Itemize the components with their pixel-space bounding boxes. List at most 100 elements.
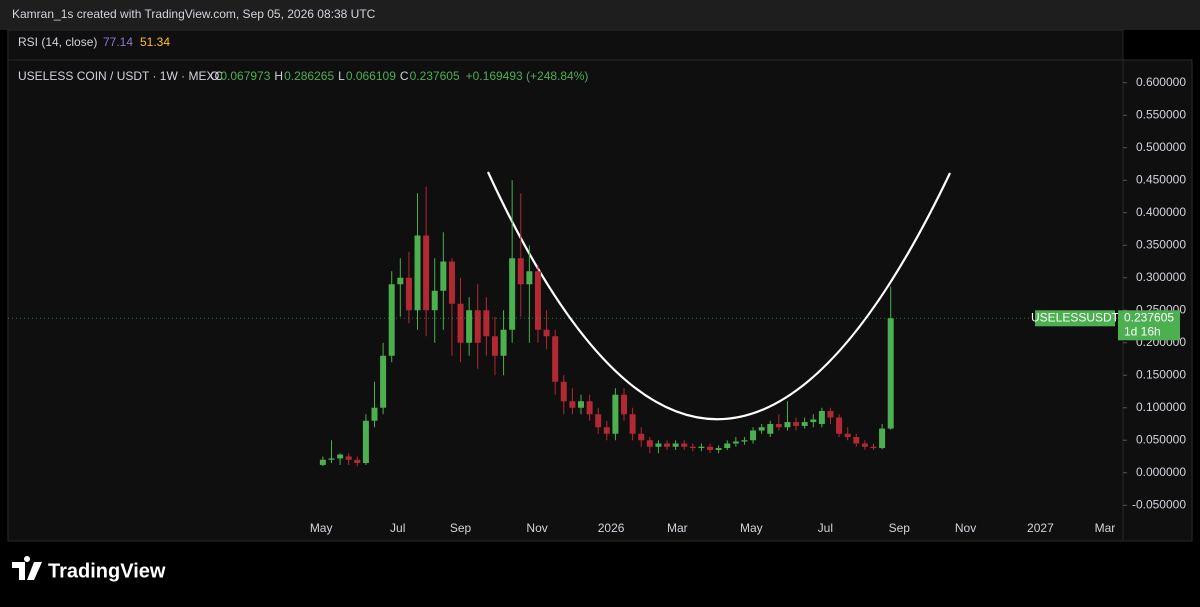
candle-body — [750, 430, 757, 441]
price-tag-text: 0.237605 — [1124, 310, 1174, 324]
candle-body — [767, 424, 774, 434]
candle-body — [801, 422, 808, 426]
y-tick-label: 0.500000 — [1136, 140, 1186, 154]
candle-body — [431, 290, 438, 311]
candle-body — [466, 310, 473, 343]
candle-body — [638, 433, 645, 441]
candle-body — [758, 427, 765, 431]
y-tick-label: 0.000000 — [1136, 465, 1186, 479]
y-tick-label: 0.550000 — [1136, 107, 1186, 121]
candle-body — [603, 427, 610, 434]
x-tick-label: Mar — [667, 521, 688, 535]
candle-body — [474, 310, 481, 343]
candle-body — [689, 446, 696, 449]
logo-icon — [12, 556, 42, 580]
y-tick-label: 0.350000 — [1136, 237, 1186, 251]
candle-body — [534, 271, 541, 330]
y-tick-label: 0.450000 — [1136, 172, 1186, 186]
x-tick-label: Sep — [889, 521, 911, 535]
candle-body — [388, 284, 395, 356]
candle-body — [491, 336, 498, 356]
ohlc-label: O — [210, 69, 219, 83]
x-tick-label: Sep — [450, 521, 472, 535]
ohlc-label: L — [338, 69, 345, 83]
candle-body — [629, 414, 636, 434]
candle-body — [517, 258, 524, 285]
candle-body — [595, 414, 602, 428]
candle-body — [836, 417, 843, 434]
x-tick-label: Nov — [526, 521, 547, 535]
candle-body — [844, 433, 851, 437]
x-tick-label: 2027 — [1027, 521, 1054, 535]
symbol-line: USELESS COIN / USDT · 1W · MEXC — [18, 69, 223, 83]
candle-body — [440, 261, 447, 291]
candle-body — [500, 329, 507, 356]
candle-body — [810, 419, 817, 423]
candle-body — [715, 448, 722, 450]
candle-body — [560, 381, 567, 402]
candle-body — [380, 355, 387, 408]
ohlc-label: H — [274, 69, 283, 83]
candle-body — [870, 446, 877, 449]
rsi-name: RSI (14, close) — [18, 35, 97, 49]
candle-body — [483, 310, 490, 337]
candle-body — [328, 458, 335, 460]
author-line: Kamran_1s created with TradingView.com, … — [12, 7, 376, 21]
y-tick-label: 0.150000 — [1136, 367, 1186, 381]
y-tick-label: 0.400000 — [1136, 205, 1186, 219]
plot: 0.600000 0.550000 0.500000 0.450000 0.400000… — [8, 75, 1186, 535]
candle-body — [552, 336, 559, 382]
y-tick-label: 0.100000 — [1136, 400, 1186, 414]
candle-body — [827, 411, 834, 418]
candle-body — [405, 277, 412, 311]
candle-body — [887, 318, 894, 429]
x-tick-label: Nov — [955, 521, 976, 535]
candle-body — [775, 424, 782, 428]
ohlc-value: 0.066109 — [346, 69, 396, 83]
price-axis — [1122, 59, 1193, 542]
candle-body — [577, 401, 584, 408]
cup-curve — [487, 171, 951, 421]
candle-body — [397, 277, 404, 285]
candle-body — [818, 411, 825, 424]
price-tag — [1118, 310, 1180, 341]
candle-body — [741, 440, 748, 442]
x-tick-label: Jul — [818, 521, 833, 535]
candle-body — [861, 443, 868, 447]
brand: TradingView — [48, 560, 166, 582]
candle-body — [853, 437, 860, 444]
y-tick-label: 0.300000 — [1136, 270, 1186, 284]
candle-body — [319, 459, 326, 465]
candle-body — [664, 443, 671, 447]
candle-body — [646, 440, 653, 447]
candle-body — [698, 446, 705, 449]
symbol-tag — [1035, 310, 1115, 327]
candle-body — [655, 443, 662, 447]
ohlc-label: C — [400, 69, 409, 83]
candle-body — [672, 443, 679, 447]
y-tick-label: 0.600000 — [1136, 75, 1186, 89]
brand-logo — [12, 556, 42, 580]
candle-body — [354, 459, 361, 463]
candle-body — [509, 258, 516, 330]
x-tick-label: Mar — [1095, 521, 1116, 535]
top-bar — [0, 0, 1200, 30]
rsi-value: 77.14 — [103, 35, 133, 49]
rsi-pane — [7, 29, 1124, 61]
candle-body — [621, 394, 628, 415]
candle-body — [543, 329, 550, 337]
ohlc-readout: O 0.067973 H 0.286265 L 0.066109 C 0.237605 +0.1… — [210, 69, 588, 83]
candle-body — [586, 401, 593, 415]
y-tick-label: -0.050000 — [1132, 497, 1186, 511]
candle-body — [526, 271, 533, 285]
x-tick-label: Jul — [390, 521, 405, 535]
candle-body — [724, 443, 731, 449]
candle-body — [707, 446, 714, 450]
candle-body — [414, 235, 421, 311]
candle-body — [457, 303, 464, 343]
countdown-text: 1d 16h — [1124, 324, 1161, 338]
change-value: +0.169493 (+248.84%) — [466, 69, 589, 83]
candle-body — [879, 428, 886, 449]
x-tick-label: May — [310, 521, 333, 535]
